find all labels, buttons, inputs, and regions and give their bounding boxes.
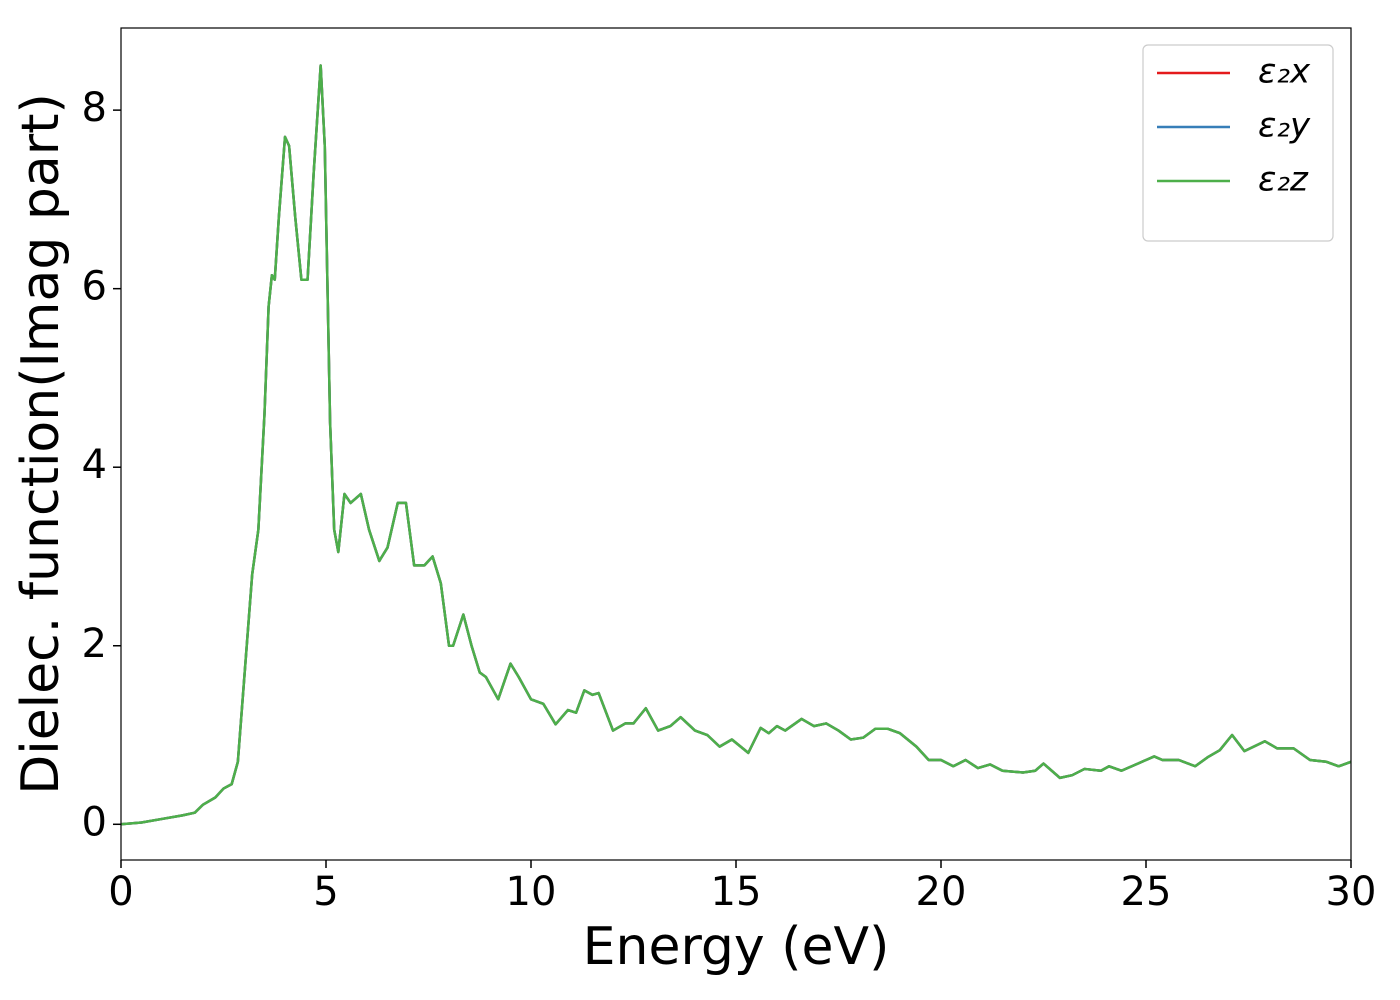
y-axis-label: Dielec. function(Imag part): [11, 93, 71, 795]
legend-label: ε₂x: [1258, 52, 1311, 92]
y-tick-label: 8: [82, 85, 107, 131]
y-tick-label: 6: [82, 264, 107, 310]
y-tick-label: 0: [82, 799, 107, 845]
data-line: [120, 64, 1352, 826]
x-tick-label: 25: [1121, 869, 1172, 915]
x-tick-label: 0: [108, 869, 133, 915]
legend-label: ε₂z: [1258, 160, 1309, 200]
legend-box: [1142, 44, 1334, 242]
x-axis-label: Energy (eV): [583, 917, 890, 977]
legend-label: ε₂y: [1258, 106, 1311, 146]
y-tick-label: 4: [82, 442, 107, 488]
x-tick-label: 5: [313, 869, 338, 915]
x-tick-label: 20: [916, 869, 967, 915]
plot-frame: [120, 27, 1352, 861]
y-tick-label: 2: [82, 621, 107, 667]
x-tick-label: 30: [1326, 869, 1377, 915]
x-tick-label: 10: [506, 869, 557, 915]
x-tick-label: 15: [711, 869, 762, 915]
